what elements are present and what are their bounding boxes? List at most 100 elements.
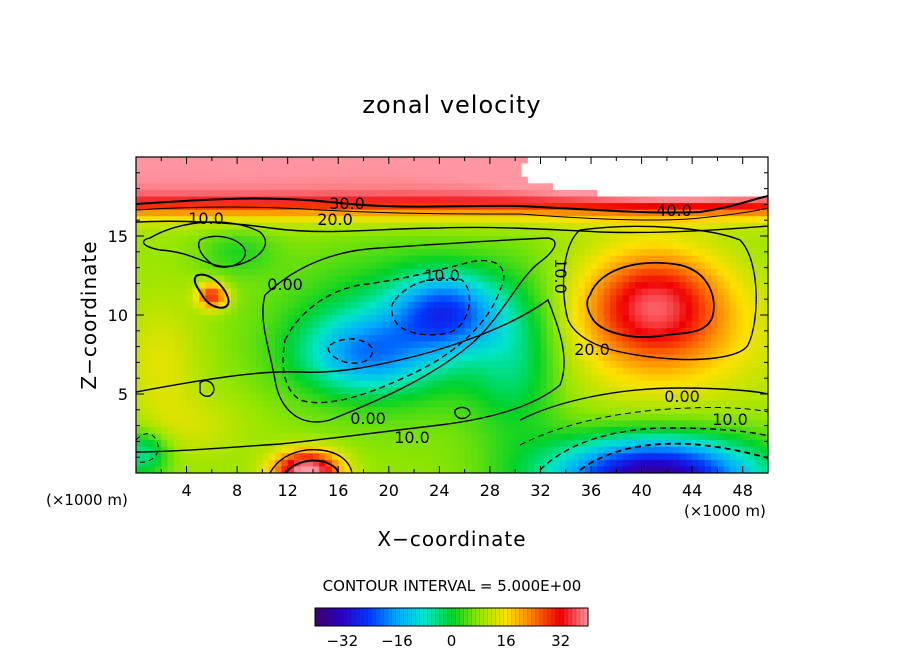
field-cell [369, 275, 377, 283]
field-cell [666, 453, 674, 461]
field-cell [553, 189, 561, 198]
field-cell [363, 203, 371, 211]
field-cell [363, 361, 371, 369]
field-cell [161, 315, 169, 323]
field-cell [173, 275, 181, 283]
field-cell [325, 328, 333, 336]
field-cell [660, 295, 668, 303]
field-cell [256, 157, 263, 165]
field-cell [414, 420, 421, 428]
field-cell [508, 407, 516, 415]
field-cell [628, 374, 636, 382]
field-cell [521, 341, 529, 349]
field-cell [565, 347, 573, 356]
field-cell [660, 275, 668, 283]
field-cell [306, 433, 314, 441]
x-tick-label: 28 [480, 481, 500, 500]
field-cell [502, 176, 510, 184]
field-cell [230, 361, 238, 369]
field-cell [376, 394, 384, 402]
field-cell [369, 249, 377, 257]
field-cell [154, 216, 162, 224]
field-cell [262, 440, 270, 448]
field-cell [660, 446, 668, 454]
field-cell [325, 275, 333, 283]
field-cell [275, 222, 282, 231]
field-cell [458, 288, 466, 296]
field-cell [660, 301, 668, 310]
field-cell [338, 236, 346, 244]
field-cell [249, 420, 257, 428]
field-cell [527, 394, 535, 402]
field-cell [610, 183, 617, 191]
field-cell [262, 282, 270, 290]
field-cell [243, 354, 251, 362]
field-cell [679, 400, 687, 408]
field-cell [546, 176, 554, 184]
field-cell [218, 328, 226, 336]
field-cell [382, 466, 390, 473]
field-cell [363, 255, 371, 263]
field-cell [167, 216, 175, 224]
field-cell [294, 288, 301, 296]
field-cell [477, 440, 485, 448]
field-cell [508, 315, 516, 323]
field-cell [711, 367, 719, 375]
field-cell [717, 334, 725, 342]
field-cell [420, 400, 428, 408]
field-cell [521, 170, 529, 178]
field-cell [742, 203, 750, 211]
field-cell [553, 341, 561, 349]
field-cell [211, 249, 219, 257]
field-cell [635, 321, 643, 329]
field-cell [565, 446, 573, 454]
field-cell [407, 453, 415, 461]
field-cell [382, 426, 390, 435]
contour-label: 10.0 [551, 258, 570, 294]
field-cell [382, 282, 390, 290]
field-cell [439, 354, 447, 362]
field-cell [603, 282, 611, 290]
field-cell [452, 413, 459, 421]
field-cell [142, 170, 150, 178]
field-cell [287, 282, 295, 290]
field-cell [306, 367, 314, 375]
field-cell [173, 420, 181, 428]
field-cell [584, 262, 592, 270]
field-cell [414, 466, 421, 473]
field-cell [376, 380, 384, 389]
field-cell [445, 301, 453, 310]
field-cell [237, 157, 245, 165]
field-cell [414, 236, 421, 244]
field-cell [578, 216, 586, 224]
field-cell [325, 394, 333, 402]
field-cell [761, 203, 768, 211]
field-cell [256, 413, 263, 421]
field-cell [350, 466, 358, 473]
field-cell [641, 236, 649, 244]
field-cell [338, 426, 346, 435]
field-cell [591, 176, 598, 184]
field-cell [749, 222, 756, 231]
field-cell [192, 255, 200, 263]
field-cell [230, 374, 238, 382]
field-cell [148, 157, 156, 165]
field-cell [553, 433, 561, 441]
field-cell [470, 170, 478, 178]
field-cell [186, 176, 194, 184]
field-cell [439, 183, 447, 191]
field-cell [395, 170, 403, 178]
field-cell [167, 203, 175, 211]
field-cell [224, 268, 232, 277]
field-cell [603, 196, 611, 204]
colorbar-swatch [455, 608, 460, 626]
field-cell [243, 380, 251, 389]
field-cell [578, 440, 586, 448]
field-cell [515, 446, 523, 454]
field-cell [325, 176, 333, 184]
field-cell [433, 183, 440, 191]
field-cell [578, 236, 586, 244]
field-cell [161, 222, 169, 231]
field-cell [211, 315, 219, 323]
field-cell [470, 374, 478, 382]
